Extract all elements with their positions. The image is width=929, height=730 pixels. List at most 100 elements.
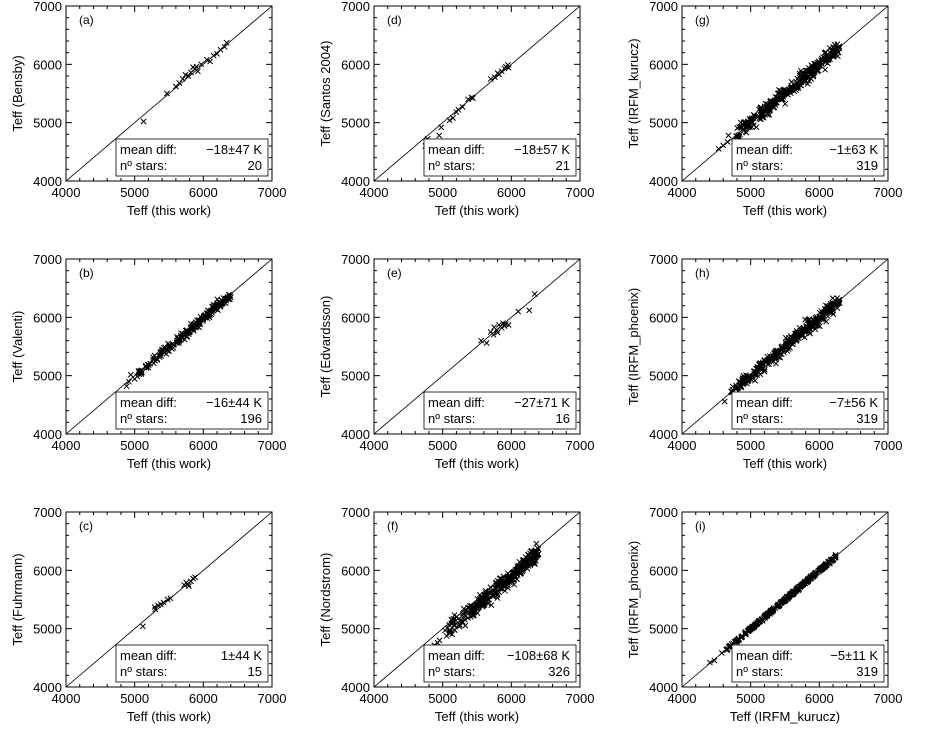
n-stars-label: nº stars: [120, 664, 167, 679]
x-axis-title: Teff (IRFM_kurucz) [730, 709, 840, 724]
y-tick-label: 5000 [341, 622, 370, 637]
data-point [806, 77, 813, 84]
data-point [165, 344, 172, 351]
data-point [756, 115, 763, 122]
data-point [468, 94, 475, 101]
panel-d: 4000 5000 6000 7000 4000 5000 6000 7000 Teff (th… [318, 0, 594, 218]
data-point [479, 603, 486, 610]
data-point [465, 96, 472, 103]
mean-diff-label: mean diff: [428, 142, 485, 157]
y-tick-label: 4000 [33, 427, 62, 442]
data-point [144, 361, 151, 368]
y-axis-title: Teff (IRFM_phoenix) [626, 288, 641, 406]
y-tick-label: 5000 [341, 369, 370, 384]
x-tick-label: 7000 [258, 185, 287, 200]
data-point [718, 650, 725, 656]
data-point [721, 398, 728, 405]
data-point [812, 320, 819, 327]
data-point [498, 585, 505, 592]
data-points [715, 41, 843, 152]
x-tick-label: 4000 [52, 185, 81, 200]
n-stars-label: nº stars: [736, 158, 783, 173]
y-tick-label: 5000 [649, 622, 678, 637]
data-point [795, 585, 801, 592]
data-points [721, 295, 843, 405]
data-point [469, 611, 476, 618]
data-point [464, 614, 471, 621]
panel-label: (a) [79, 13, 94, 27]
data-point [808, 318, 815, 325]
stats-box [423, 644, 577, 683]
data-point [808, 575, 815, 581]
data-point [451, 626, 458, 633]
mean-diff-value: −18±57 K [514, 142, 570, 157]
y-tick-label: 7000 [341, 252, 370, 267]
data-point [781, 597, 788, 603]
mean-diff-value: −7±56 K [829, 395, 878, 410]
data-point [738, 634, 745, 641]
data-point [192, 574, 199, 581]
data-point [770, 104, 777, 111]
data-point [211, 302, 218, 309]
y-tick-label: 7000 [33, 252, 62, 267]
y-tick-label: 7000 [341, 0, 370, 14]
mean-diff-label: mean diff: [736, 648, 793, 663]
y-tick-label: 6000 [33, 310, 62, 325]
data-point [706, 659, 713, 666]
y-tick-label: 4000 [33, 680, 62, 695]
stats-box [731, 644, 885, 683]
data-point [207, 58, 214, 65]
data-point [474, 601, 481, 608]
x-tick-label: 4000 [360, 185, 389, 200]
data-point [815, 318, 822, 325]
x-tick-label: 5000 [428, 185, 457, 200]
data-point [529, 557, 536, 564]
data-point [817, 565, 824, 572]
n-stars-label: nº stars: [736, 664, 783, 679]
data-points [422, 61, 512, 149]
y-tick-label: 7000 [649, 252, 678, 267]
data-point [225, 291, 232, 298]
data-point [196, 324, 203, 331]
data-point [814, 316, 821, 323]
y-axis-title: Teff (Valenti) [10, 311, 25, 383]
data-point [762, 611, 769, 618]
data-point [167, 595, 174, 602]
data-point [789, 591, 796, 597]
data-point [529, 551, 536, 558]
x-axis-title: Teff (this work) [127, 456, 211, 471]
data-point [711, 657, 718, 664]
data-point [766, 112, 773, 118]
x-axis-title: Teff (this work) [127, 709, 211, 724]
y-tick-label: 6000 [649, 310, 678, 325]
data-point [775, 601, 781, 608]
y-axis-title: Teff (Fuhrmann) [10, 553, 25, 645]
data-point [795, 587, 802, 594]
y-tick-label: 6000 [33, 563, 62, 578]
x-tick-label: 6000 [189, 438, 218, 453]
y-tick-label: 6000 [649, 563, 678, 578]
data-point [792, 83, 799, 90]
x-tick-label: 6000 [805, 185, 834, 200]
data-point [203, 56, 210, 63]
data-point [792, 332, 799, 339]
panel-label: (b) [79, 266, 94, 280]
data-point [757, 105, 764, 112]
data-point [772, 102, 779, 109]
data-point [773, 360, 779, 367]
panel-a: 4000 5000 6000 7000 4000 5000 6000 7000 Teff (th… [10, 0, 286, 218]
plot-frame [65, 511, 273, 688]
data-point [817, 62, 824, 69]
y-tick-label: 6000 [341, 310, 370, 325]
x-tick-label: 5000 [736, 438, 765, 453]
data-point [491, 74, 498, 81]
data-point [175, 340, 182, 346]
data-point [179, 75, 186, 82]
plot-frame [65, 258, 273, 435]
y-tick-label: 7000 [649, 0, 678, 14]
mean-diff-label: mean diff: [428, 395, 485, 410]
data-point [492, 584, 499, 591]
data-point [521, 562, 528, 569]
x-tick-label: 4000 [52, 438, 81, 453]
data-point [442, 627, 449, 634]
